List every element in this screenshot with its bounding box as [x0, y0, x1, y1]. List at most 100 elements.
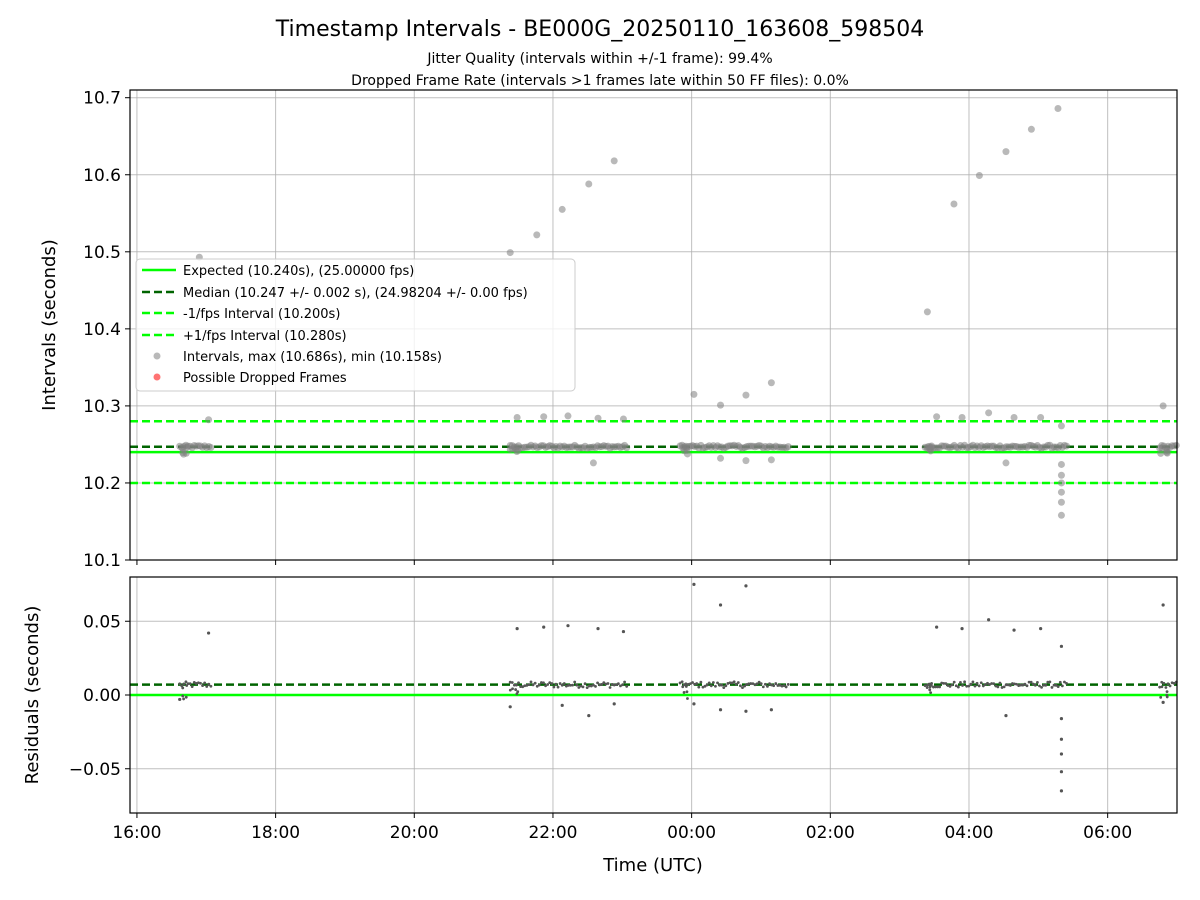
- residuals-tick-labels: 16:00 18:00 20:00 22:00 00:00 02:00 04:00 06:00…: [69, 612, 1132, 843]
- x-tick-label: 00:00: [667, 823, 716, 843]
- residual-point: [931, 685, 935, 689]
- residual-point: [928, 688, 932, 692]
- intervals-y-tick-label: 10.2: [83, 474, 121, 494]
- residual-point: [1162, 681, 1166, 685]
- residual-point: [550, 682, 554, 685]
- interval-point: [1157, 449, 1165, 457]
- residual-outlier-point: [718, 603, 723, 607]
- residual-point: [1052, 683, 1056, 687]
- residual-point: [992, 682, 996, 685]
- residual-point: [542, 681, 545, 685]
- residual-point: [1036, 681, 1039, 684]
- residual-point: [1060, 684, 1064, 688]
- residual-point: [988, 683, 991, 686]
- interval-outlier-point: [1054, 104, 1062, 112]
- interval-outlier-point: [1057, 479, 1065, 487]
- residual-point: [732, 680, 736, 684]
- residual-point: [192, 681, 196, 684]
- residual-point: [1031, 682, 1035, 686]
- residual-outlier-point: [935, 625, 939, 629]
- residual-point: [697, 685, 701, 689]
- residual-point: [616, 682, 620, 686]
- residual-point: [1165, 690, 1169, 693]
- residual-point: [1042, 683, 1046, 687]
- residual-point: [1033, 683, 1037, 687]
- residual-outlier-point: [1059, 717, 1064, 721]
- residual-point: [569, 683, 572, 687]
- residual-point: [741, 686, 744, 689]
- residual-point: [680, 680, 684, 684]
- residual-outlier-point: [1039, 627, 1043, 631]
- intervals-panel: 10.1 10.2 10.3 10.4 10.5 10.6 10.7 Intervals (…: [39, 89, 1180, 571]
- residual-point: [619, 684, 622, 688]
- residual-point: [720, 683, 724, 687]
- interval-outlier-point: [958, 413, 966, 421]
- residual-outlier-point: [1059, 789, 1064, 793]
- residual-point: [959, 680, 962, 684]
- residual-outlier-point: [1161, 700, 1165, 704]
- residual-point: [684, 685, 688, 688]
- residual-point: [678, 681, 682, 685]
- residual-point: [1166, 682, 1170, 686]
- residual-point: [1008, 684, 1012, 687]
- residual-point: [990, 682, 994, 685]
- residual-point: [940, 681, 944, 685]
- interval-outlier-point: [717, 401, 725, 409]
- residual-point: [523, 684, 527, 688]
- intervals-y-axis-label: Intervals (seconds): [39, 239, 60, 411]
- residual-point: [954, 684, 958, 688]
- residual-point: [1002, 685, 1006, 689]
- interval-outlier-point: [1002, 459, 1010, 467]
- residual-point: [209, 684, 213, 688]
- residual-point: [930, 681, 933, 685]
- residual-point: [583, 682, 587, 686]
- interval-outlier-point: [1027, 125, 1035, 133]
- x-tick-label: 22:00: [528, 823, 577, 843]
- residual-point: [510, 681, 514, 684]
- residual-point: [763, 682, 767, 686]
- residual-point: [552, 685, 556, 689]
- intervals-y-tick-label: 10.1: [83, 551, 121, 571]
- residual-point: [743, 684, 746, 688]
- residual-point: [185, 684, 189, 687]
- residual-outlier-point: [566, 624, 570, 628]
- residual-point: [986, 681, 989, 685]
- residual-point: [753, 683, 757, 687]
- chart-title: Timestamp Intervals - BE000G_20250110_16…: [275, 17, 924, 42]
- residual-point: [705, 683, 709, 687]
- residual-point: [621, 683, 624, 687]
- interval-point: [623, 444, 631, 452]
- residual-point: [581, 685, 585, 689]
- residual-point: [540, 681, 543, 684]
- interval-outlier-point: [717, 454, 725, 462]
- interval-outlier-point: [1002, 148, 1010, 156]
- residual-outlier-point: [1004, 714, 1008, 718]
- residual-point: [728, 681, 732, 685]
- residual-point: [577, 686, 581, 689]
- legend-median-label: Median (10.247 +/- 0.002 s), (24.98204 +…: [183, 286, 528, 301]
- residual-point: [207, 682, 211, 686]
- residual-point: [1013, 682, 1016, 686]
- residual-point: [511, 687, 514, 691]
- intervals-y-tick-label: 10.3: [83, 397, 121, 417]
- x-tick-label: 20:00: [390, 823, 439, 843]
- residual-point: [774, 682, 778, 685]
- residual-point: [973, 684, 977, 688]
- interval-point: [179, 449, 187, 457]
- residual-point: [201, 684, 204, 688]
- interval-point: [207, 444, 215, 452]
- residual-point: [695, 682, 699, 685]
- legend: Expected (10.240s), (25.00000 fps) Media…: [135, 258, 576, 392]
- residual-point: [1004, 683, 1008, 687]
- residual-point: [519, 685, 523, 689]
- residual-point: [1164, 686, 1168, 689]
- residual-point: [686, 697, 689, 700]
- interval-outlier-point: [950, 200, 958, 208]
- residual-point: [535, 684, 539, 688]
- residual-point: [1046, 680, 1050, 684]
- x-tick-label: 16:00: [112, 823, 161, 843]
- residual-point: [948, 684, 952, 688]
- residual-outlier-point: [560, 703, 564, 707]
- residual-point: [1159, 695, 1163, 699]
- interval-point: [683, 450, 691, 458]
